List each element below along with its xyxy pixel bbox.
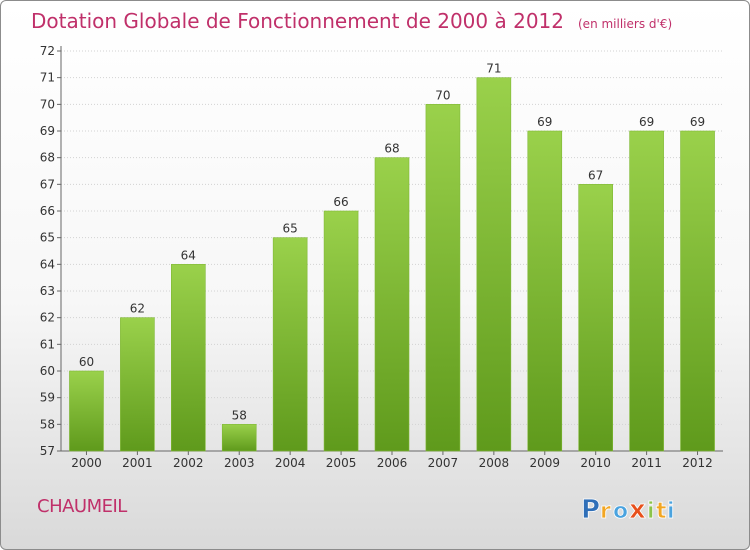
y-tick-label: 71: [40, 71, 55, 85]
logo-letter: i: [647, 499, 655, 524]
bar-2011: [629, 130, 664, 452]
bar-2005: [323, 210, 359, 452]
data-label-2000: 60: [79, 355, 94, 369]
y-tick-label: 69: [40, 124, 55, 138]
bar-2001: [120, 317, 155, 452]
y-tick-label: 70: [40, 97, 55, 111]
y-tick-label: 59: [40, 391, 55, 405]
x-tick-label: 2010: [580, 456, 611, 470]
x-tick-label: 2002: [173, 456, 204, 470]
y-tick-label: 65: [40, 231, 55, 245]
x-tick-label: 2007: [428, 456, 459, 470]
y-tick-label: 67: [40, 177, 55, 191]
bar-2012: [680, 130, 715, 452]
bar-2008: [476, 77, 512, 452]
x-tick-label: 2001: [122, 456, 153, 470]
y-tick-label: 61: [40, 337, 55, 351]
bar-2000: [69, 370, 104, 452]
data-label-2006: 68: [384, 142, 399, 156]
x-tick-label: 2008: [479, 456, 510, 470]
bar-2009: [527, 130, 563, 452]
logo-letter: o: [613, 499, 628, 524]
bar-2010: [578, 184, 613, 452]
bar-2002: [171, 264, 206, 452]
logo-letter: r: [600, 499, 611, 524]
data-label-2008: 71: [486, 62, 501, 76]
y-tick-label: 57: [40, 444, 55, 458]
y-tick-label: 60: [40, 364, 55, 378]
data-label-2004: 65: [283, 222, 298, 236]
bar-2007: [425, 104, 461, 452]
data-label-2012: 69: [690, 115, 705, 129]
data-label-2010: 67: [588, 168, 603, 182]
y-tick-label: 66: [40, 204, 55, 218]
y-tick-label: 68: [40, 151, 55, 165]
tick-labels: 57 58 59 60 61 62 63 64 65 66 67 68 69 70 71 72 2000 2001…: [40, 44, 713, 470]
y-tick-label: 58: [40, 417, 55, 431]
x-tick-label: 2012: [682, 456, 713, 470]
logo-letter: t: [656, 499, 667, 524]
bar-2006: [374, 157, 410, 452]
bars: [69, 77, 715, 452]
y-tick-label: 72: [40, 44, 55, 58]
y-tick-label: 64: [40, 257, 55, 271]
logo-letter: i: [667, 499, 675, 524]
chart-title: Dotation Globale de Fonctionnement de 20…: [31, 9, 672, 33]
data-label-2005: 66: [333, 195, 348, 209]
data-labels: 60 62 64 58 65 66 68 70 71 69 67 69 69: [79, 62, 705, 423]
chart-unit-label: (en milliers d'€): [578, 17, 673, 31]
logo-letter: x: [629, 495, 646, 525]
data-label-2001: 62: [130, 302, 145, 316]
data-label-2002: 64: [181, 248, 196, 262]
x-tick-label: 2005: [326, 456, 357, 470]
logo-letter: P: [581, 495, 600, 525]
data-label-2007: 70: [435, 88, 450, 102]
x-tick-label: 2000: [71, 456, 102, 470]
data-label-2009: 69: [537, 115, 552, 129]
x-tick-label: 2003: [224, 456, 255, 470]
x-tick-label: 2006: [377, 456, 408, 470]
y-tick-label: 63: [40, 284, 55, 298]
x-tick-label: 2011: [631, 456, 662, 470]
y-tick-label: 62: [40, 311, 55, 325]
commune-name: CHAUMEIL: [37, 496, 127, 517]
x-tick-label: 2009: [529, 456, 560, 470]
x-tick-label: 2004: [275, 456, 306, 470]
data-label-2003: 58: [232, 408, 247, 422]
bar-2003: [221, 424, 257, 452]
data-label-2011: 69: [639, 115, 654, 129]
chart-title-text: Dotation Globale de Fonctionnement de 20…: [31, 9, 564, 33]
bar-2004: [272, 237, 308, 452]
